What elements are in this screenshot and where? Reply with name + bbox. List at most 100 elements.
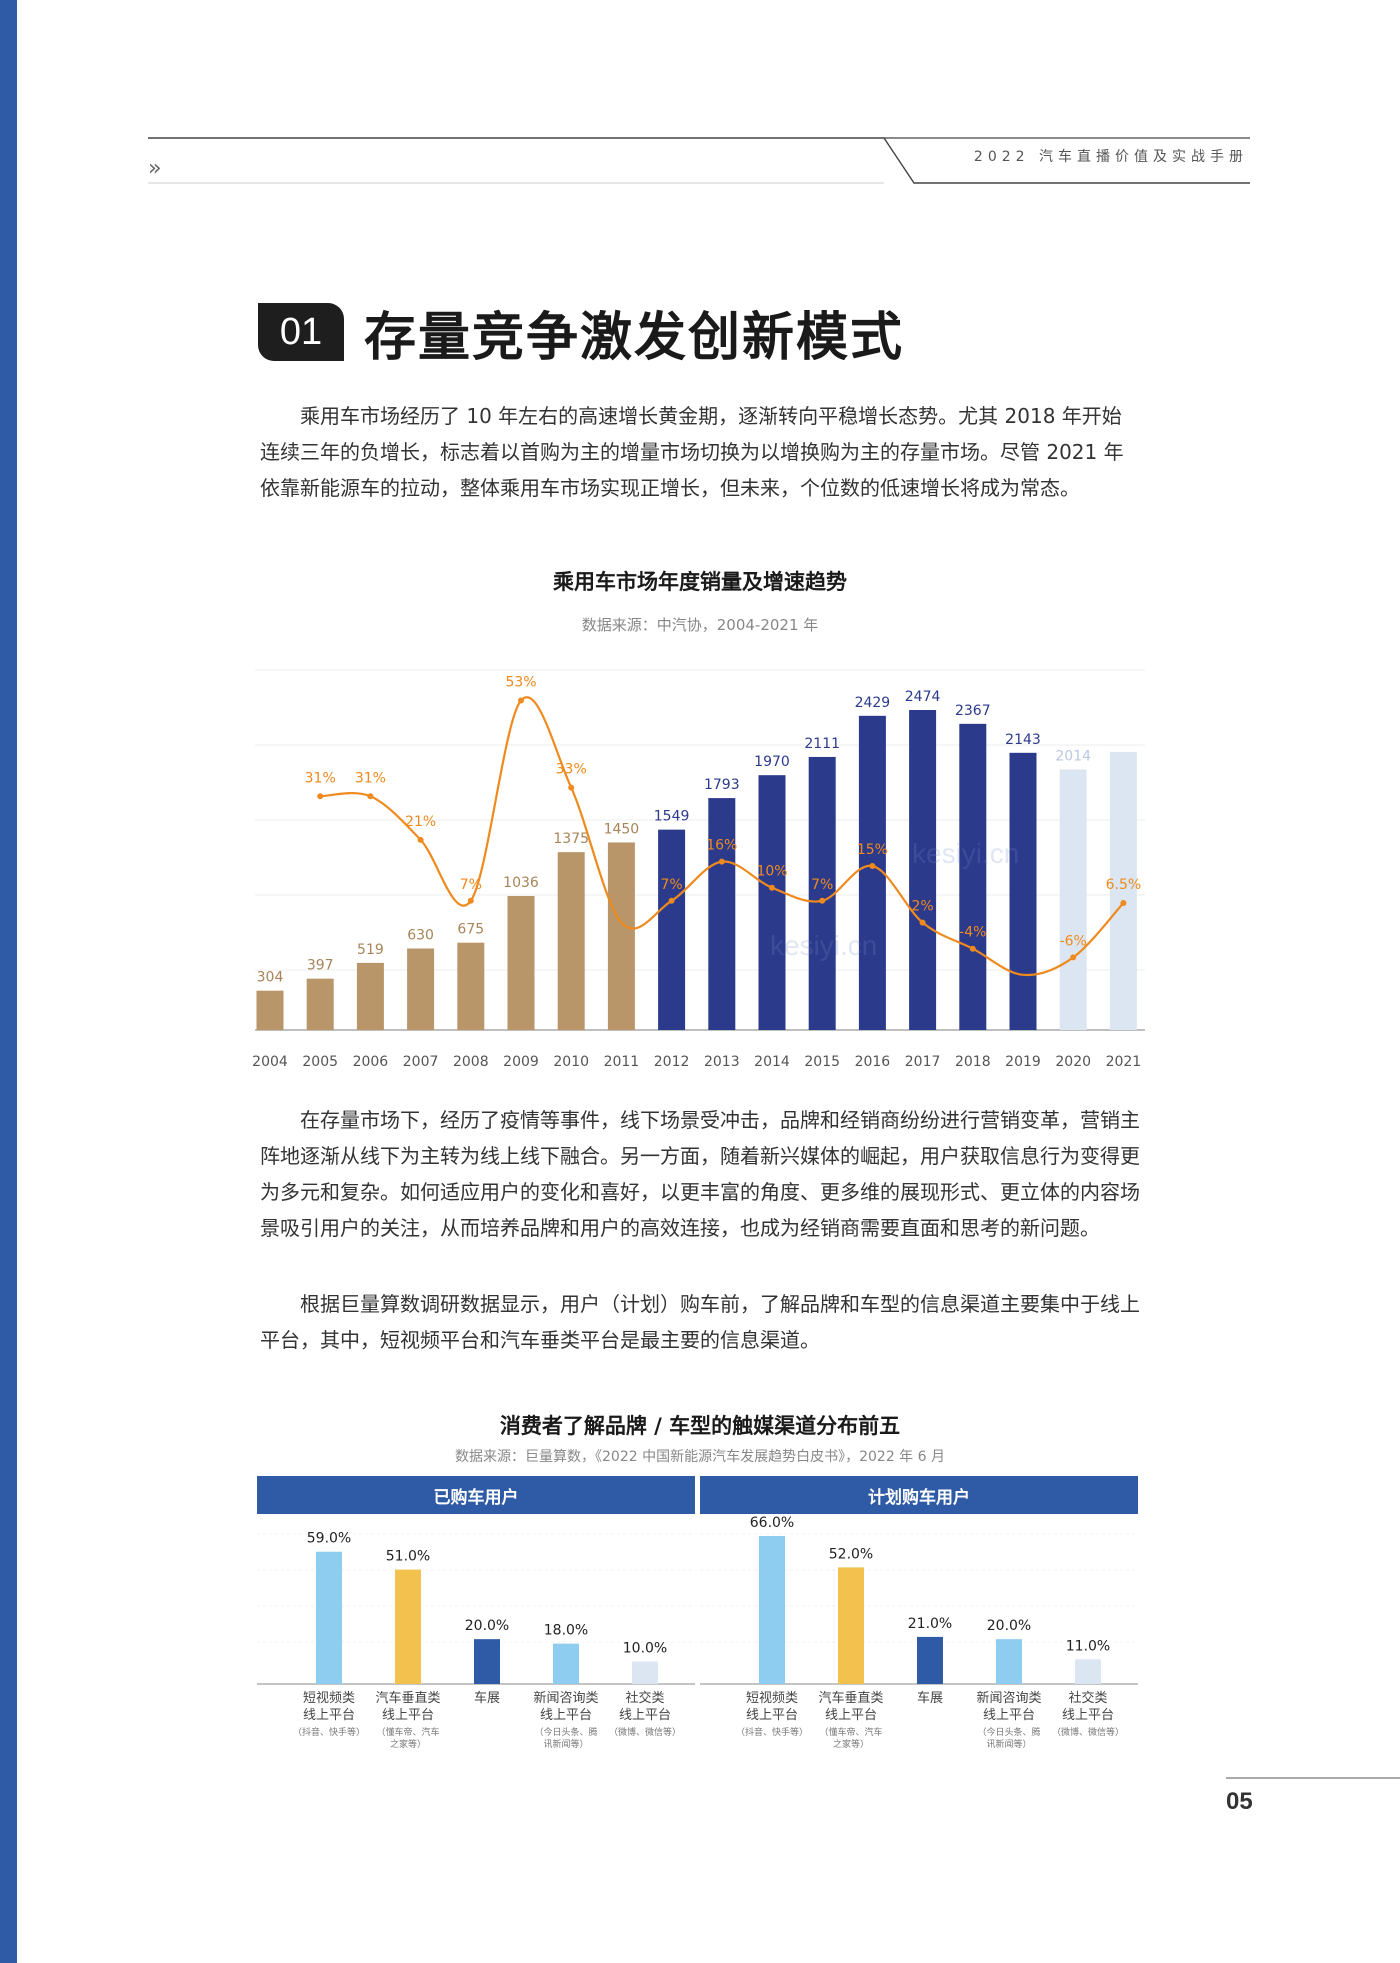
bar [758, 775, 786, 1030]
category-label: 车展 [917, 1690, 943, 1706]
x-tick-label: 2014 [754, 1054, 790, 1070]
growth-label: 53% [505, 674, 536, 690]
growth-point [417, 836, 424, 843]
growth-label: 2% [911, 899, 933, 915]
x-tick-label: 2020 [1055, 1054, 1091, 1070]
paragraph-3: 根据巨量算数调研数据显示，用户（计划）购车前，了解品牌和车型的信息渠道主要集中于… [260, 1292, 1140, 1352]
x-tick-label: 2005 [302, 1054, 338, 1070]
x-tick-label: 2013 [704, 1054, 740, 1070]
category-label: 短视频类 [746, 1691, 798, 1706]
category-label: 线上平台 [983, 1708, 1035, 1723]
category-note: （今日头条、腾 [534, 1726, 597, 1738]
growth-point [1070, 954, 1077, 961]
growth-label: 10% [756, 864, 787, 880]
category-note: 讯新闻等） [986, 1738, 1031, 1750]
channel-bar [316, 1551, 342, 1684]
bar-label: 1375 [553, 831, 589, 847]
bar-label: 2367 [955, 703, 991, 719]
growth-point [1120, 899, 1127, 906]
category-label: 线上平台 [1062, 1708, 1114, 1723]
category-label: 汽车垂直类 [818, 1690, 883, 1706]
bar-label: 1450 [604, 821, 640, 837]
x-tick-label: 2019 [1005, 1054, 1041, 1070]
bar [708, 798, 736, 1030]
growth-label: 7% [660, 877, 682, 893]
category-label: 线上平台 [746, 1708, 798, 1723]
bar [256, 990, 284, 1030]
x-tick-label: 2009 [503, 1054, 539, 1070]
growth-point [367, 793, 374, 800]
x-tick-label: 2010 [553, 1054, 589, 1070]
channel-bar [838, 1567, 864, 1684]
bar-label: 1036 [503, 875, 539, 891]
growth-label: -6% [1060, 933, 1087, 949]
channel-value-label: 66.0% [750, 1515, 794, 1531]
channel-bar [395, 1569, 421, 1684]
x-tick-label: 2018 [955, 1054, 991, 1070]
chevron-icon: ›› [148, 156, 161, 181]
document-title: 2022 汽车直播价值及实战手册 [973, 149, 1248, 165]
category-note: （微博、微信等） [609, 1726, 681, 1738]
channel-value-label: 20.0% [987, 1618, 1031, 1634]
x-tick-label: 2016 [855, 1054, 891, 1070]
growth-label: -4% [959, 925, 986, 941]
bar-label: 2143 [1005, 732, 1041, 748]
chart2-subtitle: 数据来源：巨量算数，《2022 中国新能源汽车发展趋势白皮书》，2022 年 6… [455, 1449, 945, 1465]
growth-point [769, 884, 775, 891]
category-note: （微博、微信等） [1052, 1726, 1124, 1738]
bar [909, 710, 937, 1030]
bar [407, 948, 435, 1030]
paragraph-2: 在存量市场下，经历了疫情等事件，线下场景受冲击，品牌和经销商纷纷进行营销变革，营… [260, 1108, 1140, 1240]
category-note: 之家等） [390, 1738, 426, 1750]
sales-trend-chart: 304 2004 397 2005 519 2006 630 2007 675 2008 1036 2… [252, 669, 1145, 1070]
panel-head-purchased: 已购车用户 [257, 1476, 695, 1514]
category-note: （今日头条、腾 [977, 1726, 1040, 1738]
growth-label: 31% [305, 770, 336, 786]
bar [557, 852, 585, 1030]
channel-value-label: 20.0% [465, 1618, 509, 1634]
channel-bar [996, 1639, 1022, 1684]
category-label: 短视频类 [303, 1691, 355, 1706]
x-tick-label: 2017 [905, 1054, 941, 1070]
bar-label: 2014 [1055, 748, 1091, 764]
bar-label: 2429 [855, 695, 891, 711]
bar [1059, 769, 1087, 1030]
growth-label: 7% [460, 877, 482, 893]
category-note: 之家等） [833, 1738, 869, 1750]
growth-point [819, 897, 826, 904]
growth-label: 15% [857, 842, 888, 858]
channel-value-label: 18.0% [544, 1623, 588, 1639]
channel-value-label: 52.0% [829, 1546, 873, 1562]
channel-bar [632, 1661, 658, 1684]
category-label: 线上平台 [382, 1708, 434, 1723]
bar-label: 1793 [704, 777, 740, 793]
category-label: 汽车垂直类 [375, 1690, 440, 1706]
channel-bar [553, 1643, 579, 1684]
paragraph-1: 乘用车市场经历了 10 年左右的高速增长黄金期，逐渐转向平稳增长态势。尤其 20… [260, 404, 1124, 500]
channel-value-label: 10.0% [623, 1641, 667, 1657]
left-accent-bar [0, 0, 17, 1963]
bar-label: 1549 [654, 809, 690, 825]
growth-label: 33% [556, 762, 587, 778]
category-note: （抖音、快手等） [293, 1726, 365, 1738]
bar [607, 842, 635, 1030]
panel-head-planned: 计划购车用户 [700, 1476, 1138, 1514]
category-label: 社交类 [625, 1690, 664, 1706]
bar [808, 756, 836, 1030]
growth-point [518, 697, 524, 704]
x-tick-label: 2006 [353, 1054, 389, 1070]
chart1-subtitle: 数据来源：中汽协，2004-2021 年 [581, 616, 819, 634]
channel-value-label: 51.0% [386, 1549, 430, 1565]
growth-label: 31% [355, 770, 386, 786]
category-note: （懂车帝、汽车 [819, 1726, 882, 1738]
category-note: （懂车帝、汽车 [376, 1726, 439, 1738]
watermark-text: kesiyi.cn [912, 838, 1020, 869]
chart2-title: 消费者了解品牌 / 车型的触媒渠道分布前五 [499, 1414, 901, 1438]
growth-point [969, 945, 976, 952]
channel-bar [759, 1536, 785, 1684]
growth-point [869, 862, 876, 869]
growth-label: 16% [706, 838, 737, 854]
bar [356, 962, 384, 1030]
x-tick-label: 2012 [654, 1054, 690, 1070]
